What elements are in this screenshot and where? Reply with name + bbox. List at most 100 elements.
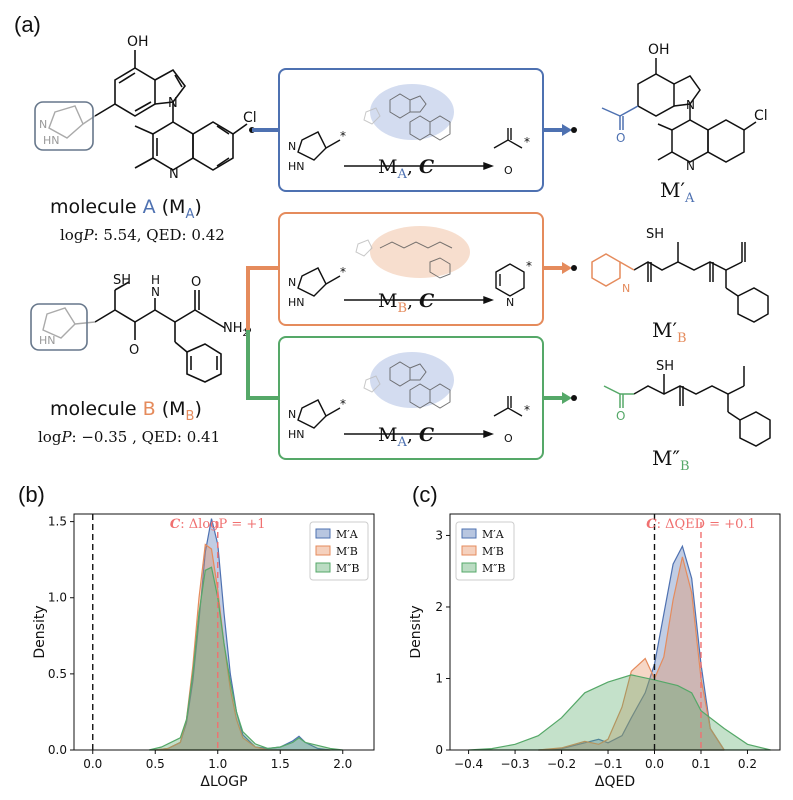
atom-hn-op: HN: [288, 296, 305, 309]
operation-box-c: N HN * * O MA, C: [278, 336, 544, 460]
chart-delta-logp: 0.0 0.5 1.0 1.5 2.0 0.0 0.5 1.0 1.5 ΔLOGP Density C…: [32, 513, 375, 790]
atom-n-op: N: [288, 276, 296, 289]
x-tick-label: −0.4: [454, 757, 483, 771]
product-ma-prime-structure: OH N N Cl O: [601, 42, 768, 173]
legend-swatch: [461, 545, 477, 556]
x-tick-label: 0.2: [738, 757, 757, 771]
y-tick-label: 1: [435, 671, 443, 685]
atom-hn-op: HN: [288, 160, 305, 173]
legend-box: [309, 521, 369, 581]
atom-sh: SH: [646, 227, 664, 242]
atom-n: N: [686, 159, 695, 173]
legend-swatch: [315, 528, 331, 539]
x-tick-label: 2.0: [333, 757, 352, 771]
atom-h-amide: H: [151, 273, 160, 287]
legend-label: M′A: [336, 528, 359, 541]
panel-label-a: (a): [14, 12, 41, 37]
substructure-highlight-box: [34, 101, 94, 151]
attachment-star: *: [340, 265, 346, 279]
legend-label: M′A: [482, 528, 505, 541]
product-label-ma-prime: M′A: [660, 178, 695, 206]
y-tick-label: 1.0: [48, 591, 67, 605]
atom-hn-op: HN: [288, 428, 305, 441]
molecule-b-caption: molecule B (MB): [50, 398, 202, 424]
y-tick-label: 1.5: [48, 515, 67, 529]
density-series-1: [155, 543, 331, 751]
y-axis-label: Density: [410, 605, 424, 658]
atom-sh: SH: [113, 273, 131, 288]
plot-frame: [449, 513, 781, 751]
atom-n-pyrazole: N: [39, 118, 47, 131]
product-mb-prime-structure: SH N: [591, 227, 769, 323]
x-tick-label: 1.5: [271, 757, 290, 771]
product-mb-dprime-structure: SH O: [603, 359, 771, 447]
condition-annotation: C: ΔlogP = +1: [170, 517, 266, 532]
atom-oh: OH: [127, 34, 149, 50]
atom-cl: Cl: [243, 110, 257, 126]
attachment-star: *: [524, 135, 530, 149]
legend-label: M′B: [482, 545, 504, 558]
molecule-b-structure: SH O O N H NH2 HN: [30, 273, 248, 383]
x-tick-label: 0.0: [83, 757, 102, 771]
x-tick-label: 0.5: [146, 757, 165, 771]
x-tick-label: 0.1: [691, 757, 710, 771]
legend-swatch: [461, 562, 477, 573]
y-tick-label: 0.5: [48, 667, 67, 681]
substructure-highlight-box: [30, 303, 88, 351]
y-tick-label: 0: [435, 743, 443, 757]
x-tick-label: −0.1: [593, 757, 622, 771]
operation-label-c: MA, C: [378, 424, 435, 450]
panel-label-b: (b): [18, 482, 45, 507]
legend-swatch: [315, 545, 331, 556]
y-axis-label: Density: [32, 605, 48, 658]
x-axis-label: ΔLOGP: [200, 774, 247, 790]
atom-n-pyridine: N: [506, 296, 514, 309]
operation-box-a: N HN * * O MA, C: [278, 68, 544, 192]
atom-n-pyridine-orange: N: [622, 282, 630, 295]
operation-label-b: MB, C: [378, 290, 435, 316]
density-series-2: [148, 566, 343, 751]
operation-label-a: MA, C: [378, 156, 435, 182]
legend-box: [455, 521, 515, 581]
product-label-mb-prime: M′B: [652, 318, 687, 346]
atom-n-amide: N: [151, 285, 160, 299]
legend-label: M″B: [482, 562, 505, 575]
atom-o-op: O: [504, 432, 513, 445]
atom-n-quinoline: N: [169, 167, 179, 182]
molecule-a-structure: OH N N Cl N HN: [34, 34, 257, 182]
atom-n-op: N: [288, 408, 296, 421]
atom-nh2: NH2: [223, 321, 248, 339]
atom-cl: Cl: [754, 108, 768, 124]
y-tick-label: 3: [435, 528, 443, 542]
legend-swatch: [315, 562, 331, 573]
y-tick-label: 2: [435, 600, 443, 614]
molecule-a-properties: logP: 5.54, QED: 0.42: [60, 226, 225, 244]
condition-annotation: C: ΔQED = +0.1: [646, 517, 756, 532]
atom-sh: SH: [656, 359, 674, 374]
x-tick-label: −0.2: [547, 757, 576, 771]
x-tick-label: 1.0: [208, 757, 227, 771]
atom-o-2: O: [191, 275, 201, 290]
attachment-star: *: [340, 129, 346, 143]
attachment-star: *: [340, 397, 346, 411]
product-label-mb-dprime: M″B: [652, 446, 690, 474]
atom-hn-pyrazole: HN: [43, 134, 60, 147]
y-tick-label: 0.0: [48, 743, 67, 757]
atom-o-green: O: [616, 409, 625, 423]
x-tick-label: 0.0: [645, 757, 664, 771]
attachment-star: *: [526, 259, 532, 273]
density-series-2: [468, 674, 771, 751]
atom-o-1: O: [129, 343, 139, 358]
legend-label: M″B: [336, 562, 359, 575]
atom-n: N: [686, 98, 695, 112]
density-series-0: [155, 518, 331, 751]
operation-box-b: N HN * * N MB, C: [278, 212, 544, 326]
atom-n-op: N: [288, 140, 296, 153]
x-axis-label: ΔQED: [595, 774, 635, 790]
x-tick-label: −0.3: [501, 757, 530, 771]
attachment-star: *: [524, 403, 530, 417]
atom-oh: OH: [648, 42, 670, 58]
atom-hn-pyrazole-b: HN: [39, 334, 56, 347]
plot-frame: [73, 513, 375, 751]
atom-o-blue: O: [616, 131, 625, 145]
